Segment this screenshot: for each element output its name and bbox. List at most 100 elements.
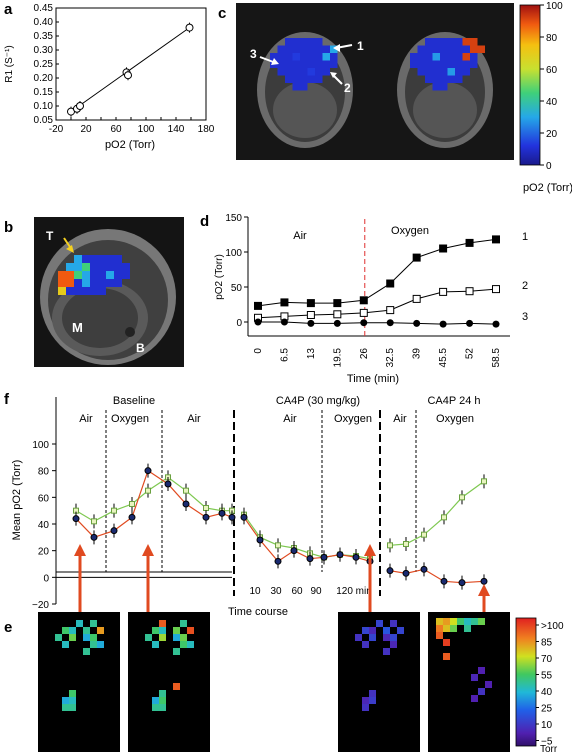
f-orange-point xyxy=(256,536,264,544)
d-point xyxy=(412,294,421,303)
c-map-pixel xyxy=(285,68,293,76)
d-point xyxy=(413,319,421,327)
d-point xyxy=(333,299,342,308)
panel-a-plot: -20 20 60 100 140 180 0.05 0.10 0.15 0.20 0.25 0.30… xyxy=(4,3,215,151)
c-map-pixel xyxy=(307,68,315,76)
d-point xyxy=(466,319,474,327)
c-map-pixel xyxy=(285,53,293,61)
b-map-pixel xyxy=(58,271,66,279)
e-map-pixel xyxy=(180,641,187,648)
c-map-pixel xyxy=(447,60,455,68)
c-map-pixel xyxy=(315,53,323,61)
e-map-pixel xyxy=(471,695,478,702)
c-map-pixel xyxy=(462,68,470,76)
f-orange-line xyxy=(75,469,233,539)
f-orange-point xyxy=(440,577,448,585)
colorbar-c-title: pO2 (Torr) xyxy=(523,182,572,194)
c-map-pixel xyxy=(292,68,300,76)
f-orange-point xyxy=(458,579,466,587)
c-map-pixel xyxy=(470,53,478,61)
d-point xyxy=(386,319,394,327)
a-point xyxy=(124,71,132,80)
panel-letter-f: f xyxy=(4,391,10,408)
c-cbar-tick-label: 40 xyxy=(546,97,558,108)
d-point xyxy=(306,299,315,308)
f-orange-point xyxy=(352,553,360,561)
e-map-pixel xyxy=(390,634,397,641)
c-map-pixel xyxy=(300,68,308,76)
b-map-pixel xyxy=(98,287,106,295)
panel-letter-d: d xyxy=(200,213,209,230)
colorbar-e-unit: Torr xyxy=(540,744,558,755)
f-orange-point xyxy=(218,509,226,517)
region-label-2: 2 xyxy=(344,81,351,95)
c-map-pixel xyxy=(417,45,425,53)
f-orange-point xyxy=(290,547,298,555)
f-green-point xyxy=(275,542,281,549)
sub-label-air-1: Air xyxy=(79,413,93,425)
e-map-pixel xyxy=(152,627,159,634)
e-cbar-tick-label: 10 xyxy=(541,720,553,731)
panel-b-image: T M B xyxy=(34,217,184,367)
c-map-pixel xyxy=(292,53,300,61)
c-map-pixel xyxy=(432,38,440,46)
f-orange-point xyxy=(110,527,118,535)
a-point xyxy=(76,102,84,110)
d-xtick-label: 6.5 xyxy=(279,348,290,362)
group-label-baseline: Baseline xyxy=(113,395,155,407)
e-map-pixel xyxy=(83,648,90,655)
e-map-pixel xyxy=(90,641,97,648)
c-map-pixel xyxy=(440,38,448,46)
c-map-pixel xyxy=(315,60,323,68)
f-green-point xyxy=(145,487,151,494)
d-point xyxy=(254,301,262,310)
e-map-pixel xyxy=(187,627,194,634)
c-map-pixel xyxy=(477,45,485,53)
e-map-pixel xyxy=(436,632,443,639)
b-map-pixel xyxy=(82,263,90,271)
c-map-pixel xyxy=(315,75,323,83)
c-map-pixel xyxy=(440,83,448,91)
e-map-pixel xyxy=(383,634,390,641)
e-map-pixel xyxy=(464,618,471,625)
c-map-pixel xyxy=(425,38,433,46)
c-cbar-tick-label: 60 xyxy=(546,65,558,76)
f-orange-point xyxy=(402,569,410,577)
c-map-pixel xyxy=(440,45,448,53)
f-orange-point xyxy=(144,467,152,475)
epr-map-1 xyxy=(38,612,120,752)
e-cbar-tick-label: −5 xyxy=(541,737,553,748)
c-map-pixel xyxy=(455,53,463,61)
c-map-pixel xyxy=(455,68,463,76)
d-series-line xyxy=(257,288,497,319)
c-map-pixel xyxy=(455,60,463,68)
f-green-point xyxy=(459,494,465,501)
sub-label-oxygen-1: Oxygen xyxy=(111,413,149,425)
c-map-pixel xyxy=(300,53,308,61)
e-map-pixel xyxy=(471,674,478,681)
f-orange-point xyxy=(182,500,190,508)
c-map-pixel xyxy=(292,75,300,83)
b-map-pixel xyxy=(58,287,66,295)
b-map-pixel xyxy=(98,255,106,263)
b-map-pixel xyxy=(106,263,114,271)
c-map-pixel xyxy=(440,60,448,68)
c-map-pixel xyxy=(300,38,308,46)
f-orange-point xyxy=(128,513,136,521)
b-map-pixel xyxy=(114,271,122,279)
a-ytick-label: 0.20 xyxy=(34,73,54,84)
b-map-pixel xyxy=(106,279,114,287)
e-map-pixel xyxy=(390,641,397,648)
d-point xyxy=(492,285,500,294)
f-orange-point xyxy=(480,577,488,585)
c-map-pixel xyxy=(322,60,330,68)
f-orange-point xyxy=(164,480,172,488)
f-green-point xyxy=(91,518,97,525)
b-map-pixel xyxy=(90,287,98,295)
d-point xyxy=(465,238,474,247)
e-map-pixel xyxy=(383,648,390,655)
d-ytick-label: 50 xyxy=(231,283,243,294)
c-map-pixel xyxy=(300,45,308,53)
c-map-pixel xyxy=(292,38,300,46)
b-map-pixel xyxy=(74,263,82,271)
